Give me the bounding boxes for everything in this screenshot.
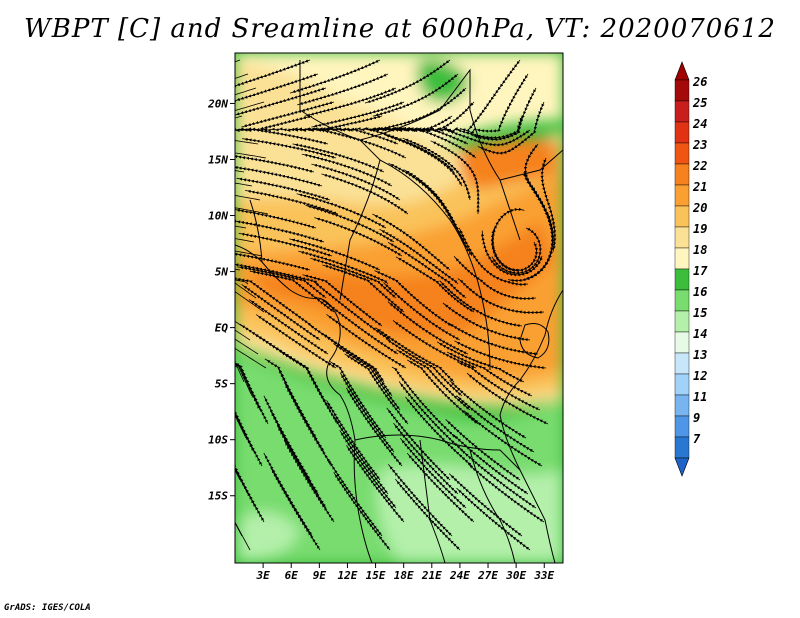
colorbar-label: 17 [693,264,708,278]
wbpt-field [235,53,563,563]
colorbar-swatch [674,121,690,144]
lon-tick-label: 24E [449,569,470,582]
lat-tick-label: 15S [208,490,228,503]
border-2 [359,68,521,241]
lon-tick-labels: 3E 6E 9E 12E 15E 18E 21E 24E 27E 30E 33E [255,563,555,582]
streamline [235,361,269,425]
colorbar-label: 11 [693,390,707,404]
colorbar-label: 9 [693,411,700,425]
colorbar-swatch [674,142,690,165]
border-7 [249,199,263,263]
colorbar-swatch [674,79,690,102]
lon-tick-label: 27E [477,569,498,582]
colorbar-label: 20 [692,201,707,215]
colorbar-top-arrow [674,61,690,81]
border-8 [499,149,563,181]
colorbar-label: 24 [692,117,707,131]
lat-tick-label: 10S [208,434,228,447]
streamline [395,478,461,551]
colorbar-swatch [674,226,690,249]
lon-tick-label: 6E [285,569,299,582]
colorbar-label: 19 [693,222,707,236]
colorbar-bottom-arrow [674,457,690,477]
west-africa-coast [235,244,373,563]
streamline [270,467,321,551]
credit-text: GrADS: IGES/COLA [4,603,91,613]
colorbar-swatch [674,100,690,123]
colorbar-swatch [674,436,690,459]
lat-tick-labels: 20N 15N 10N 5N EQ 5S 10S 15S [207,97,235,503]
streamlines [235,59,557,551]
lat-tick-label: 20N [207,97,228,110]
lon-tick-label: 21E [421,569,442,582]
colorbar-label: 12 [693,369,707,383]
colorbar-swatch [674,394,690,417]
colorbar: 26 25 24 23 22 21 20 19 18 17 16 15 14 13 12 11 9 7 [674,61,708,477]
colorbar-swatch [674,184,690,207]
border-4 [354,434,521,471]
streamline [333,472,391,551]
colorbar-swatch [674,373,690,396]
plot-frame [234,52,564,564]
colorbar-label: 26 [692,75,707,89]
colorbar-label: 18 [693,243,707,257]
coastline-borders [235,60,563,563]
colorbar-swatch [674,352,690,375]
lon-tick-label: 33E [533,569,554,582]
colorbar-swatch [674,310,690,333]
colorbar-label: 15 [693,306,707,320]
streamline [235,460,265,523]
lon-tick-label: 30E [505,569,526,582]
lon-tick-label: 9E [313,569,327,582]
colorbar-label: 23 [692,138,707,152]
colorbar-swatch [674,205,690,228]
lat-tick-label: EQ [215,322,229,335]
lon-tick-label: 18E [394,569,414,582]
lon-tick-label: 12E [338,569,358,582]
colorbar-label: 13 [693,348,707,362]
colorbar-swatch [674,331,690,354]
streamline [456,487,531,551]
lake-victoria [519,323,550,359]
colorbar-swatch [674,247,690,270]
colorbar-swatch [674,163,690,186]
border-5 [419,439,446,563]
lat-tick-label: 10N [208,210,228,223]
colorbar-label: 21 [692,180,707,194]
colorbar-swatch [674,268,690,291]
border-1 [299,60,381,301]
streamline [430,140,480,215]
lat-tick-label: 5N [215,266,229,279]
border-3 [379,159,491,371]
wbpt-fill-15 [377,465,563,563]
colorbar-label: 14 [693,327,707,341]
colorbar-label: 16 [693,285,707,299]
lat-tick-label: 5S [215,378,229,391]
lon-tick-label: 15E [366,569,386,582]
colorbar-label: 25 [692,96,707,110]
lat-tick-label: 15N [208,153,228,166]
streamline [235,521,251,551]
east-africa-coast [499,289,563,563]
colorbar-label: 22 [692,159,707,173]
colorbar-label: 7 [693,432,701,446]
chart-title: WBPT [C] and Sreamline at 600hPa, VT: 20… [24,14,776,44]
colorbar-swatch [674,289,690,312]
border-6 [469,449,516,563]
lon-tick-label: 3E [255,569,270,582]
colorbar-swatch [674,415,690,438]
